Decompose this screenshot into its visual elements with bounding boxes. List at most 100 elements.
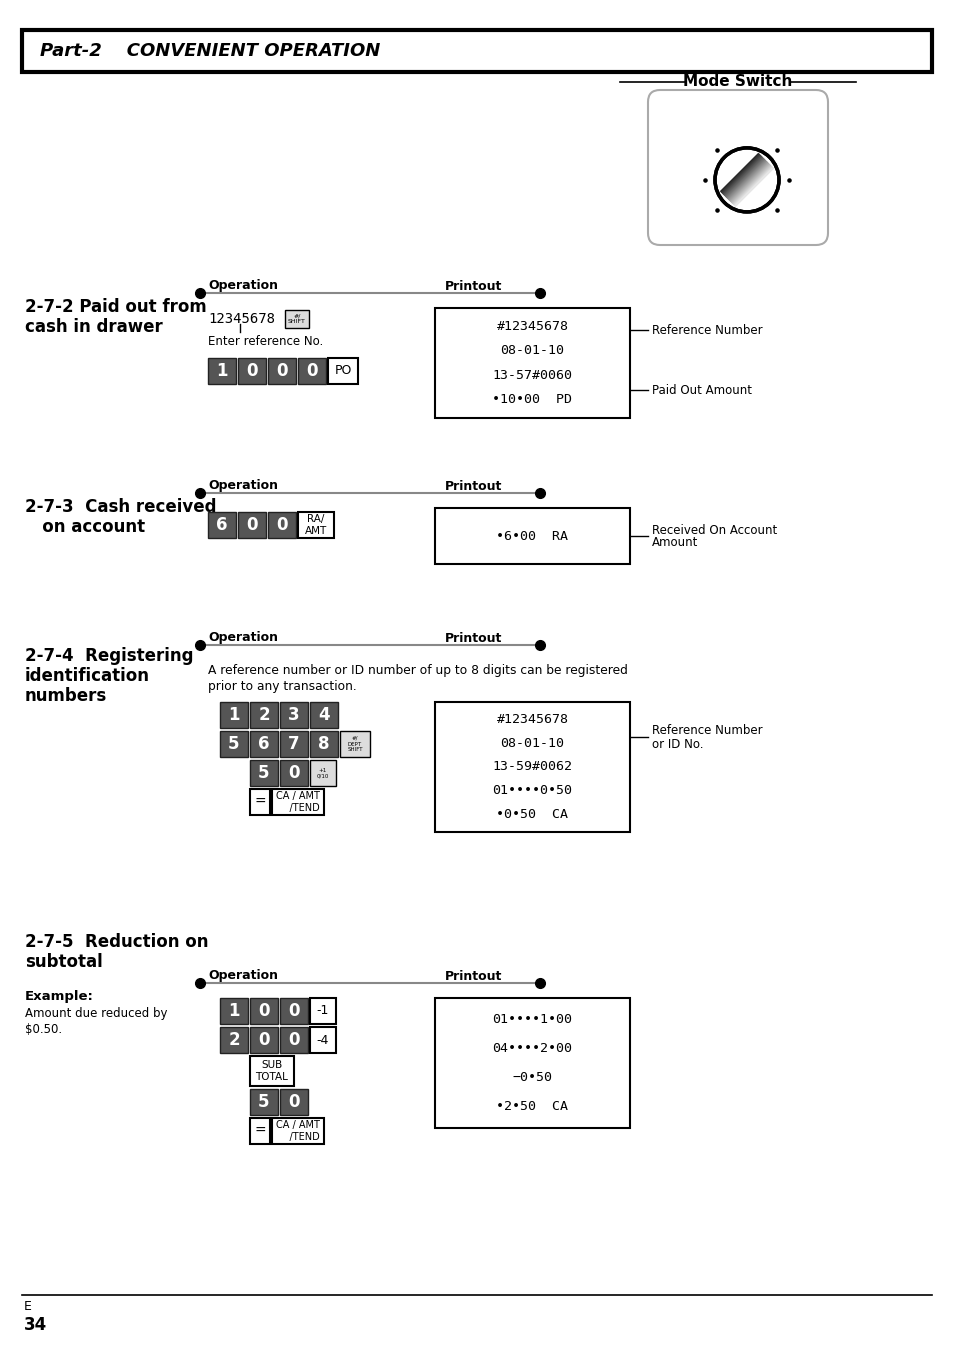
Text: −0•50: −0•50 bbox=[512, 1071, 552, 1084]
Text: prior to any transaction.: prior to any transaction. bbox=[208, 680, 356, 693]
Text: Operation: Operation bbox=[208, 279, 277, 293]
Text: Example:: Example: bbox=[25, 990, 93, 1003]
Text: Paid Out Amount: Paid Out Amount bbox=[651, 383, 751, 397]
Text: on account: on account bbox=[25, 518, 145, 536]
Bar bbox=[297, 358, 326, 383]
Bar bbox=[310, 730, 337, 757]
Bar bbox=[208, 358, 235, 383]
Bar bbox=[280, 1089, 308, 1115]
Bar bbox=[220, 998, 248, 1025]
Bar bbox=[280, 760, 308, 786]
Bar bbox=[310, 702, 337, 728]
Text: -4: -4 bbox=[316, 1034, 329, 1046]
Text: #12345678: #12345678 bbox=[496, 713, 568, 726]
Bar bbox=[250, 1056, 294, 1085]
Bar bbox=[268, 512, 295, 539]
Bar bbox=[220, 702, 248, 728]
Text: 6: 6 bbox=[216, 516, 228, 535]
Text: 0: 0 bbox=[288, 764, 299, 782]
Bar bbox=[310, 1027, 335, 1053]
Text: 2-7-3  Cash received: 2-7-3 Cash received bbox=[25, 498, 216, 516]
Text: Operation: Operation bbox=[208, 969, 277, 983]
Text: Printout: Printout bbox=[444, 632, 502, 644]
Text: 13-59#0062: 13-59#0062 bbox=[492, 760, 572, 774]
Text: 4: 4 bbox=[318, 706, 330, 724]
Text: Printout: Printout bbox=[444, 969, 502, 983]
Text: •2•50  CA: •2•50 CA bbox=[496, 1100, 568, 1112]
Text: 1: 1 bbox=[228, 1002, 239, 1021]
Bar bbox=[250, 1089, 277, 1115]
Text: 01••••0•50: 01••••0•50 bbox=[492, 784, 572, 796]
Bar bbox=[435, 308, 629, 418]
Text: 3: 3 bbox=[288, 706, 299, 724]
Bar bbox=[310, 760, 335, 786]
Text: or ID No.: or ID No. bbox=[651, 737, 702, 751]
Text: SUB
TOTAL: SUB TOTAL bbox=[255, 1060, 288, 1081]
Bar bbox=[280, 998, 308, 1025]
Text: E: E bbox=[24, 1300, 31, 1314]
Text: Part-2    CONVENIENT OPERATION: Part-2 CONVENIENT OPERATION bbox=[40, 42, 380, 59]
Bar bbox=[22, 30, 931, 72]
Text: 2-7-4  Registering: 2-7-4 Registering bbox=[25, 647, 193, 666]
Bar bbox=[250, 998, 277, 1025]
Text: 2: 2 bbox=[228, 1031, 239, 1049]
Bar bbox=[250, 760, 277, 786]
Text: PO: PO bbox=[334, 364, 352, 378]
Text: 5: 5 bbox=[258, 1094, 270, 1111]
Text: Printout: Printout bbox=[444, 279, 502, 293]
Bar bbox=[280, 730, 308, 757]
Bar bbox=[435, 508, 629, 564]
Text: #12345678: #12345678 bbox=[496, 320, 568, 333]
Text: 12345678: 12345678 bbox=[208, 312, 274, 325]
Bar bbox=[237, 512, 266, 539]
Bar bbox=[297, 512, 334, 539]
Text: 13-57#0060: 13-57#0060 bbox=[492, 369, 572, 382]
Text: •0•50  CA: •0•50 CA bbox=[496, 807, 568, 821]
Bar bbox=[250, 702, 277, 728]
Text: 0: 0 bbox=[246, 516, 257, 535]
Bar bbox=[208, 512, 235, 539]
Bar bbox=[250, 730, 277, 757]
Text: Operation: Operation bbox=[208, 479, 277, 493]
Text: 08-01-10: 08-01-10 bbox=[500, 737, 564, 749]
Text: 5: 5 bbox=[258, 764, 270, 782]
Text: 04••••2•00: 04••••2•00 bbox=[492, 1042, 572, 1056]
Bar bbox=[435, 702, 629, 832]
Text: 0: 0 bbox=[276, 362, 288, 379]
Text: $0.50.: $0.50. bbox=[25, 1023, 62, 1035]
Text: 0: 0 bbox=[246, 362, 257, 379]
Text: 2: 2 bbox=[258, 706, 270, 724]
FancyBboxPatch shape bbox=[647, 90, 827, 244]
Text: #/
SHIFT: #/ SHIFT bbox=[288, 313, 306, 324]
Bar bbox=[250, 1118, 270, 1143]
Circle shape bbox=[714, 148, 779, 212]
Text: #/
DEPT
SHIFT: #/ DEPT SHIFT bbox=[347, 736, 362, 752]
Text: 0: 0 bbox=[258, 1031, 270, 1049]
Text: 34: 34 bbox=[24, 1316, 48, 1334]
Text: RA/
AMT: RA/ AMT bbox=[305, 514, 327, 536]
Bar bbox=[237, 358, 266, 383]
Text: Received On Account: Received On Account bbox=[651, 524, 777, 536]
Text: Operation: Operation bbox=[208, 632, 277, 644]
Text: numbers: numbers bbox=[25, 687, 107, 705]
Bar bbox=[328, 358, 357, 383]
Text: 0: 0 bbox=[288, 1031, 299, 1049]
Text: 1: 1 bbox=[228, 706, 239, 724]
Text: +1
0/10: +1 0/10 bbox=[316, 768, 329, 779]
Text: Amount: Amount bbox=[651, 536, 698, 549]
Bar bbox=[435, 998, 629, 1129]
Text: 0: 0 bbox=[306, 362, 317, 379]
Bar bbox=[272, 788, 324, 815]
Text: 6: 6 bbox=[258, 734, 270, 753]
Text: 8: 8 bbox=[318, 734, 330, 753]
Text: •10•00  PD: •10•00 PD bbox=[492, 393, 572, 406]
Text: subtotal: subtotal bbox=[25, 953, 103, 971]
Text: =: = bbox=[253, 795, 266, 809]
Text: Enter reference No.: Enter reference No. bbox=[208, 335, 323, 348]
Text: Reference Number: Reference Number bbox=[651, 725, 761, 737]
Text: •6•00  RA: •6•00 RA bbox=[496, 529, 568, 543]
Text: 01••••1•00: 01••••1•00 bbox=[492, 1012, 572, 1026]
Text: identification: identification bbox=[25, 667, 150, 684]
Text: =: = bbox=[253, 1125, 266, 1138]
Bar bbox=[268, 358, 295, 383]
